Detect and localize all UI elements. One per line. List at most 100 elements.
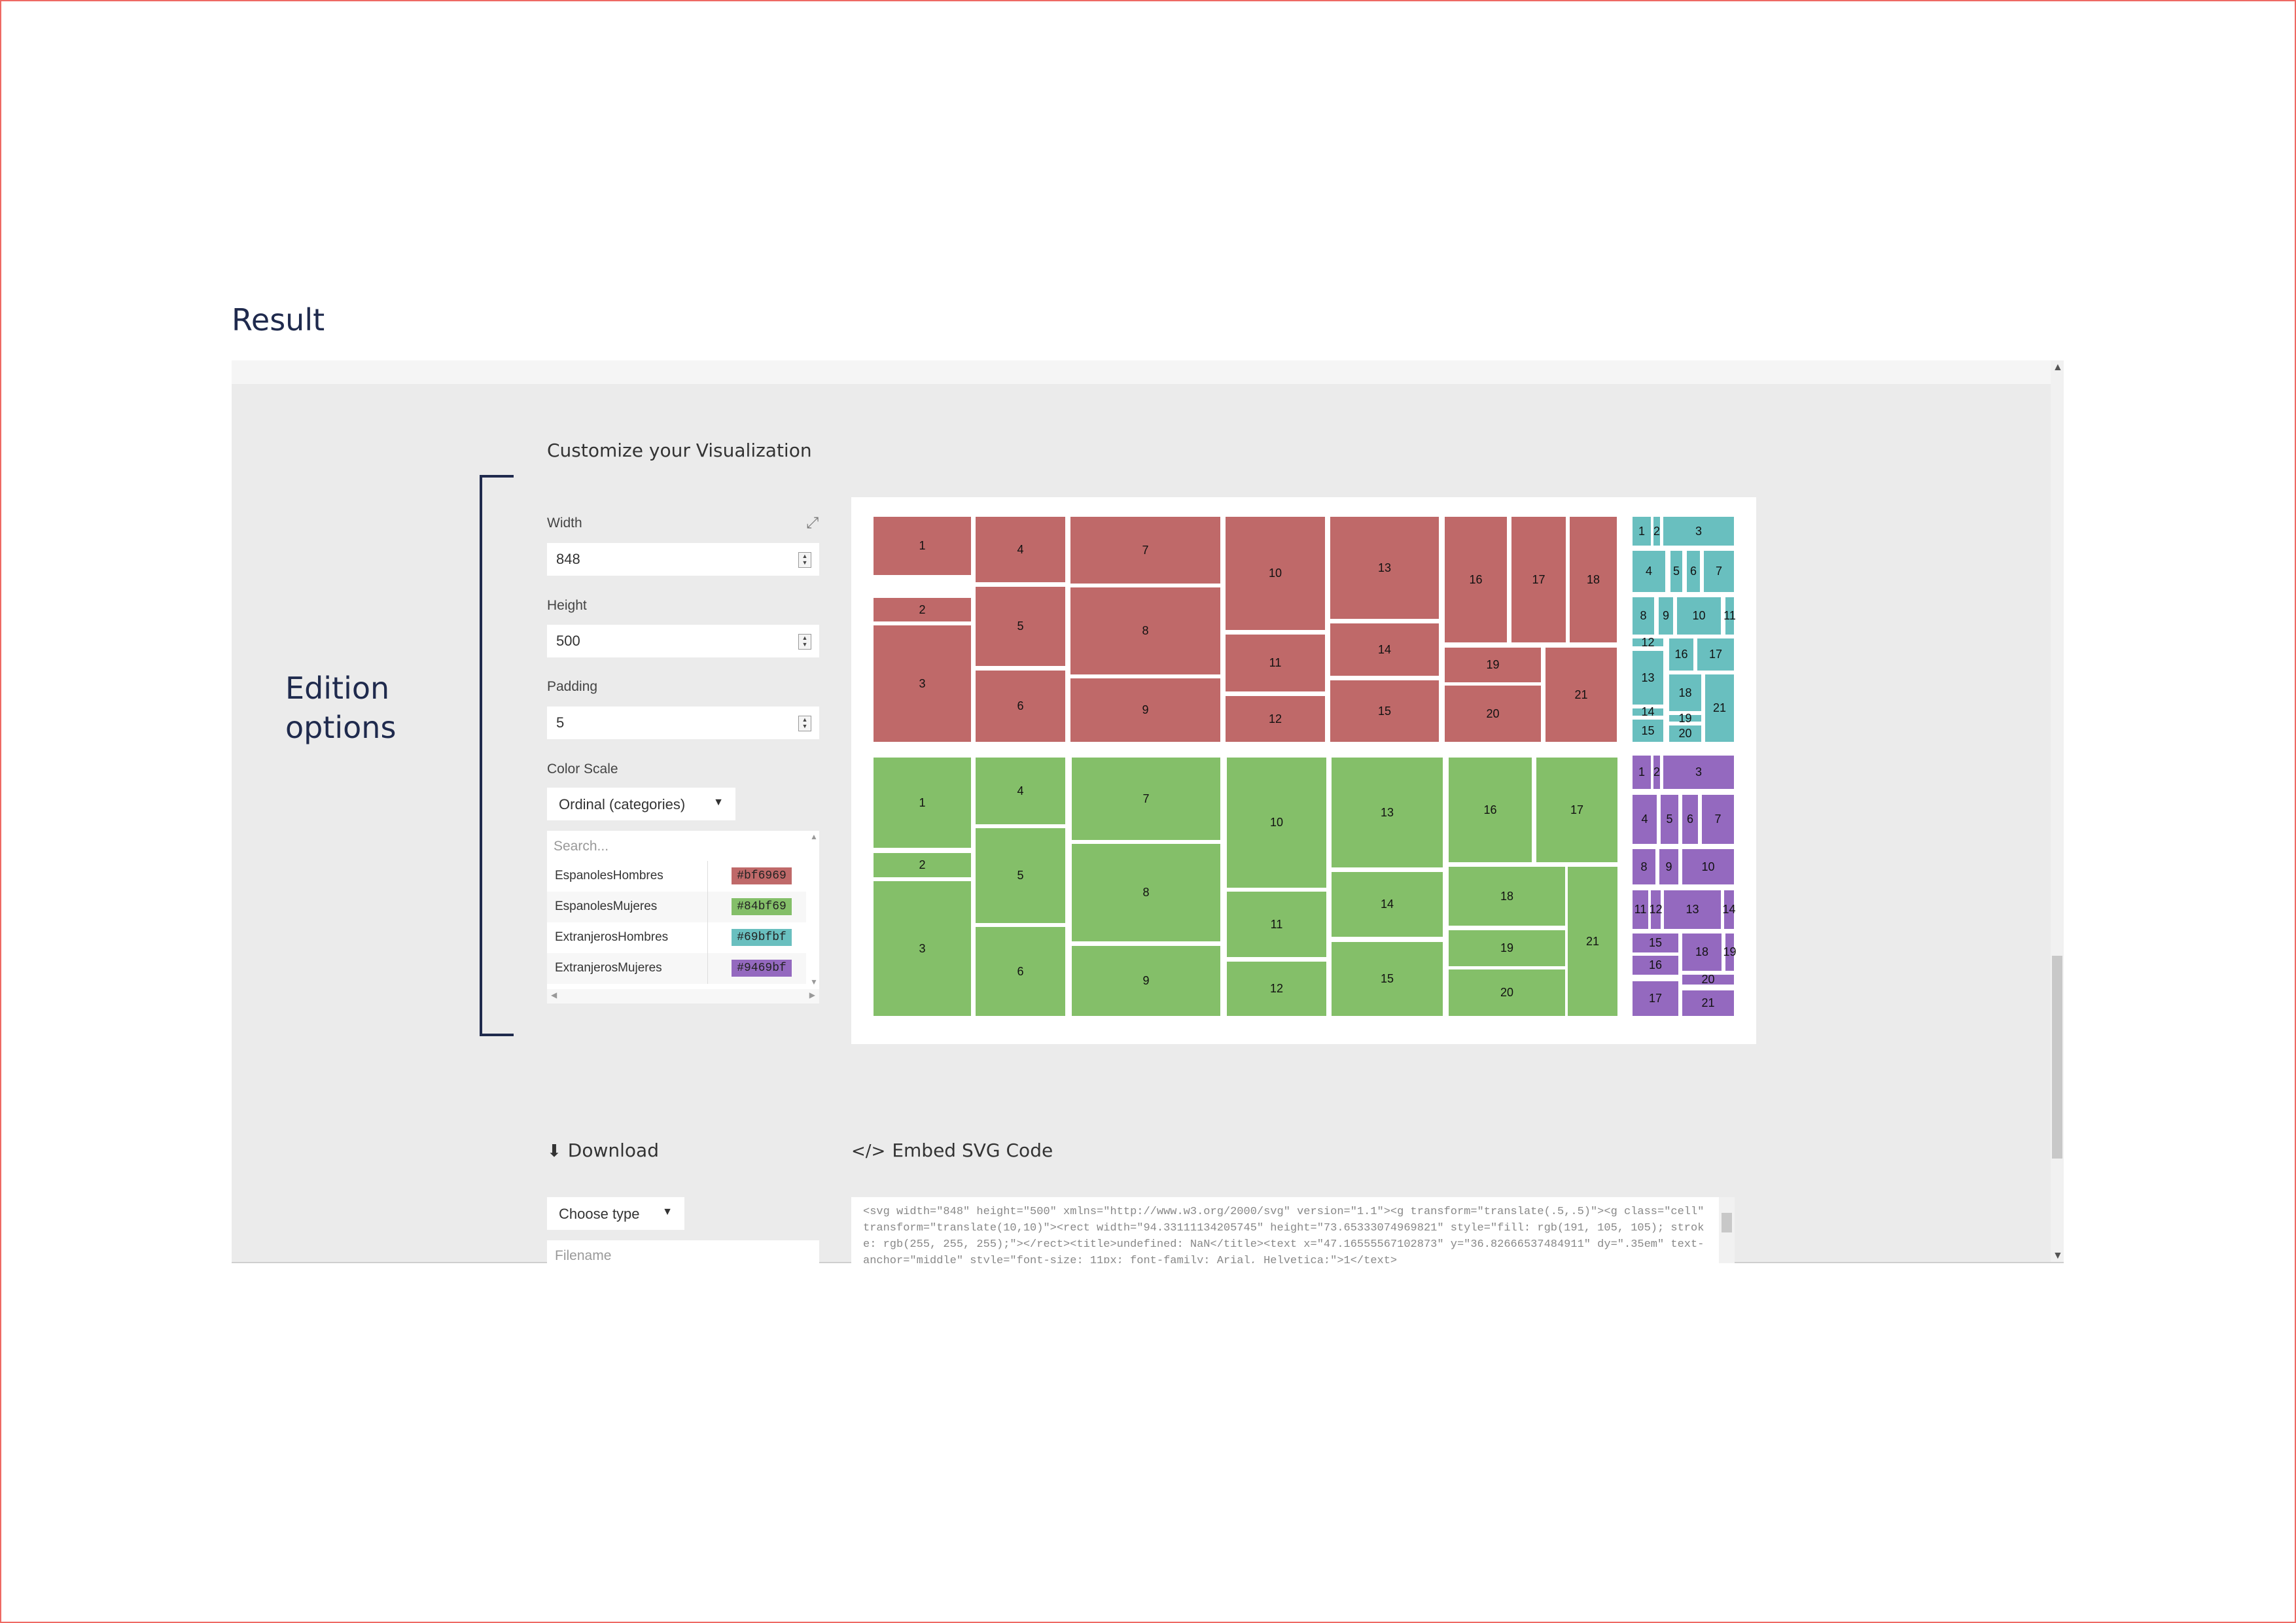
treemap-cell[interactable]: 10 (1682, 849, 1734, 884)
panel-scrollbar[interactable]: ▲ ▼ (2051, 360, 2064, 1263)
treemap-cell[interactable]: 15 (1633, 720, 1663, 742)
treemap-cell[interactable]: 14 (1633, 705, 1663, 718)
treemap-cell[interactable]: 7 (1072, 758, 1220, 840)
treemap-cell[interactable]: 3 (1663, 756, 1734, 789)
treemap-cell[interactable]: 19 (1723, 934, 1737, 971)
treemap-cell[interactable]: 17 (1633, 981, 1678, 1016)
treemap-cell[interactable]: 19 (1449, 930, 1565, 966)
treemap-cell[interactable]: 2 (1653, 517, 1660, 546)
color-swatch[interactable]: #9469bf (732, 960, 792, 977)
treemap-cell[interactable]: 18 (1570, 517, 1617, 642)
color-swatch[interactable]: #69bfbf (732, 929, 792, 946)
color-scale-select[interactable]: Ordinal (categories) ▼ (547, 788, 735, 820)
treemap-cell[interactable]: 12 (1227, 962, 1326, 1016)
width-input[interactable]: 848 ▲ ▼ (547, 543, 819, 576)
treemap-cell[interactable]: 20 (1669, 725, 1701, 742)
scroll-up-icon[interactable]: ▲ (2053, 362, 2063, 373)
treemap-cell[interactable]: 20 (1445, 686, 1541, 742)
choose-type-select[interactable]: Choose type ▼ (547, 1197, 684, 1230)
color-swatch[interactable]: #bf6969 (732, 867, 792, 884)
legend-scrollbar[interactable]: ▲ ▼ (809, 831, 819, 988)
treemap-cell[interactable]: 11 (1633, 890, 1648, 929)
treemap-cell[interactable]: 6 (976, 927, 1065, 1016)
treemap-cell[interactable]: 4 (1633, 551, 1665, 592)
treemap-cell[interactable]: 6 (976, 671, 1065, 742)
treemap-cell[interactable]: 20 (1682, 973, 1734, 986)
treemap-cell[interactable]: 13 (1330, 517, 1439, 619)
height-input[interactable]: 500 ▲ ▼ (547, 625, 819, 657)
treemap-cell[interactable]: 14 (1330, 623, 1439, 676)
legend-search-input[interactable]: Search... (554, 839, 609, 854)
treemap-cell[interactable]: 8 (1070, 587, 1220, 674)
treemap-cell[interactable]: 1 (1633, 517, 1651, 546)
code-scroll-thumb[interactable] (1722, 1213, 1732, 1232)
treemap-cell[interactable]: 12 (1226, 696, 1325, 742)
treemap-cell[interactable]: 4 (1633, 795, 1657, 844)
treemap-cell[interactable]: 19 (1669, 712, 1701, 725)
treemap-cell[interactable]: 20 (1449, 969, 1565, 1016)
treemap-cell[interactable]: 21 (1682, 990, 1734, 1016)
treemap-cell[interactable]: 7 (1702, 795, 1734, 844)
scroll-thumb[interactable] (2052, 956, 2062, 1159)
treemap-cell[interactable]: 8 (1633, 849, 1655, 884)
treemap-cell[interactable]: 1 (874, 758, 971, 848)
treemap-cell[interactable]: 3 (874, 881, 971, 1016)
treemap-cell[interactable]: 21 (1568, 867, 1617, 1016)
chevron-right-icon[interactable]: ▶ (809, 990, 815, 1000)
treemap-cell[interactable]: 18 (1682, 934, 1722, 971)
treemap-cell[interactable]: 9 (1659, 597, 1673, 635)
treemap-cell[interactable]: 17 (1511, 517, 1566, 642)
treemap-cell[interactable]: 14 (1332, 872, 1443, 937)
treemap-cell[interactable]: 16 (1445, 517, 1507, 642)
treemap-cell[interactable]: 10 (1226, 517, 1325, 630)
treemap-cell[interactable]: 6 (1682, 795, 1698, 844)
treemap-cell[interactable]: 1 (1633, 756, 1651, 789)
treemap-cell[interactable]: 5 (1661, 795, 1678, 844)
legend-horizontal-scrollbar[interactable]: ◀ ▶ (547, 989, 819, 1003)
padding-input[interactable]: 5 ▲ ▼ (547, 707, 819, 739)
treemap-cell[interactable]: 7 (1070, 517, 1220, 584)
treemap-cell[interactable]: 11 (1723, 597, 1736, 635)
treemap-cell[interactable]: 21 (1705, 674, 1734, 742)
scroll-down-icon[interactable]: ▼ (2053, 1250, 2063, 1261)
treemap-cell[interactable]: 16 (1449, 758, 1532, 862)
treemap-cell[interactable]: 6 (1687, 551, 1700, 592)
expand-icon[interactable]: ⤢ (806, 514, 819, 532)
treemap-cell[interactable]: 9 (1070, 678, 1220, 742)
treemap-cell[interactable]: 5 (976, 587, 1065, 666)
treemap-cell[interactable]: 19 (1445, 648, 1541, 682)
treemap-cell[interactable]: 10 (1677, 597, 1721, 635)
code-scrollbar[interactable] (1719, 1197, 1735, 1263)
treemap-cell[interactable]: 1 (874, 517, 971, 575)
treemap-cell[interactable]: 2 (1653, 756, 1660, 789)
treemap-cell[interactable]: 18 (1449, 867, 1565, 926)
treemap-cell[interactable]: 21 (1545, 648, 1617, 742)
chevron-down-icon[interactable]: ▼ (810, 977, 818, 986)
treemap-cell[interactable]: 17 (1536, 758, 1617, 862)
chevron-up-icon[interactable]: ▲ (810, 832, 818, 841)
treemap-cell[interactable]: 5 (1670, 551, 1682, 592)
treemap-cell[interactable]: 13 (1332, 758, 1443, 867)
treemap-cell[interactable]: 15 (1330, 680, 1439, 742)
treemap-cell[interactable]: 2 (874, 853, 971, 877)
treemap-cell[interactable]: 11 (1227, 892, 1326, 957)
treemap-cell[interactable]: 13 (1633, 651, 1663, 705)
treemap-cell[interactable]: 16 (1669, 638, 1693, 671)
treemap-cell[interactable]: 12 (1633, 636, 1663, 649)
treemap-cell[interactable]: 7 (1704, 551, 1734, 592)
treemap-cell[interactable]: 5 (976, 828, 1065, 923)
treemap-cell[interactable]: 10 (1227, 758, 1326, 888)
treemap-cell[interactable]: 15 (1332, 942, 1443, 1016)
treemap-cell[interactable]: 16 (1633, 956, 1678, 975)
treemap-cell[interactable]: 13 (1664, 890, 1721, 929)
padding-stepper[interactable]: ▲ ▼ (798, 716, 811, 731)
treemap-cell[interactable]: 15 (1633, 934, 1678, 952)
treemap-cell[interactable]: 3 (1663, 517, 1734, 546)
filename-input[interactable]: Filename (547, 1240, 819, 1266)
treemap-cell[interactable]: 4 (976, 758, 1065, 824)
color-swatch[interactable]: #84bf69 (732, 898, 792, 915)
treemap-cell[interactable]: 11 (1226, 635, 1325, 691)
treemap-cell[interactable]: 17 (1697, 638, 1734, 671)
treemap-cell[interactable]: 4 (976, 517, 1065, 582)
treemap-cell[interactable]: 9 (1659, 849, 1678, 884)
